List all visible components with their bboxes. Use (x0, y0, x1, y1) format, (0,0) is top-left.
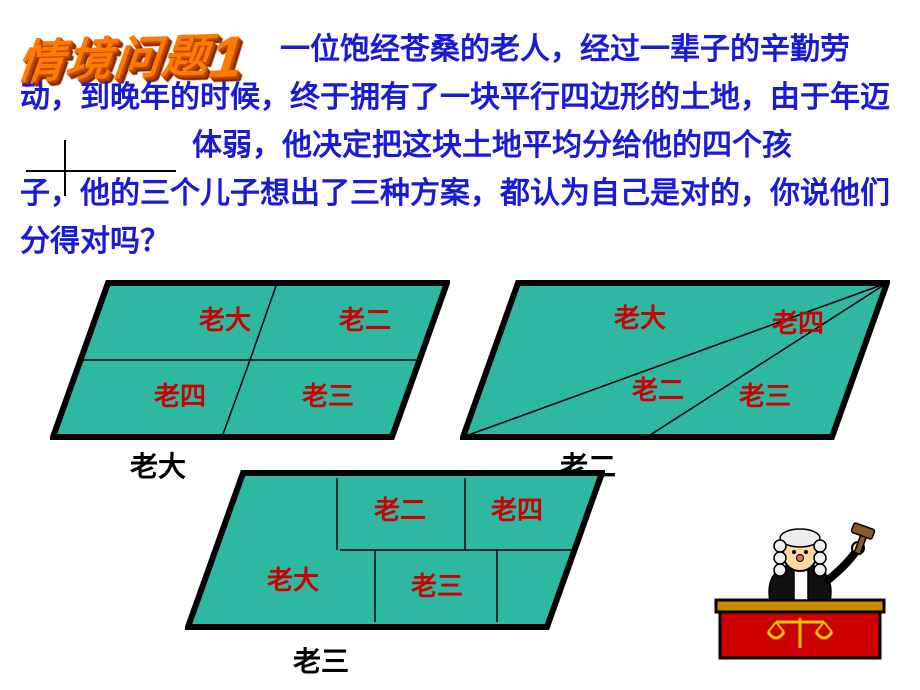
body-line1: 一位饱经苍桑的老人，经过一辈子的辛勤劳动，到晚年的时候，终于拥有了一块平行四边形… (20, 33, 890, 114)
diagram-2: 老大 老四 老二 老三 (460, 280, 890, 440)
d2-label-2: 老二 (632, 375, 684, 405)
judge-nose (797, 555, 804, 562)
judge-illustration (710, 522, 890, 662)
diagram-3: 老二 老四 老大 老三 (185, 470, 605, 630)
problem-text: 一位饱经苍桑的老人，经过一辈子的辛勤劳动，到晚年的时候，终于拥有了一块平行四边形… (20, 26, 900, 266)
caption-d3: 老三 (293, 640, 349, 680)
d2-label-4: 老四 (772, 308, 824, 338)
judge-eye-l (792, 550, 796, 554)
body-line3: 子，他的三个儿子想出了三种方案，都认为自己是对的，你说他们分得对吗？ (20, 170, 900, 266)
judge-collar (794, 570, 808, 600)
d1-label-3: 老三 (302, 381, 354, 411)
d3-label-1: 老大 (267, 565, 319, 595)
judge-eye-r (804, 550, 808, 554)
d3-label-2: 老二 (374, 495, 426, 525)
d2-label-3: 老三 (739, 381, 791, 411)
d3-label-3: 老三 (411, 571, 463, 601)
d3-label-4: 老四 (491, 495, 543, 525)
d1-label-1: 老大 (199, 305, 251, 335)
d2-label-1: 老大 (614, 303, 666, 333)
judge-desk-top (716, 600, 884, 612)
d1-label-4: 老四 (154, 381, 206, 411)
gavel-head (851, 523, 875, 540)
caption-d1: 老大 (130, 445, 186, 485)
diagram-1: 老大 老二 老四 老三 (50, 280, 450, 440)
body-line2: 体弱，他决定把这块土地平均分给他的四个孩 (20, 122, 900, 170)
d1-label-2: 老二 (339, 305, 391, 335)
